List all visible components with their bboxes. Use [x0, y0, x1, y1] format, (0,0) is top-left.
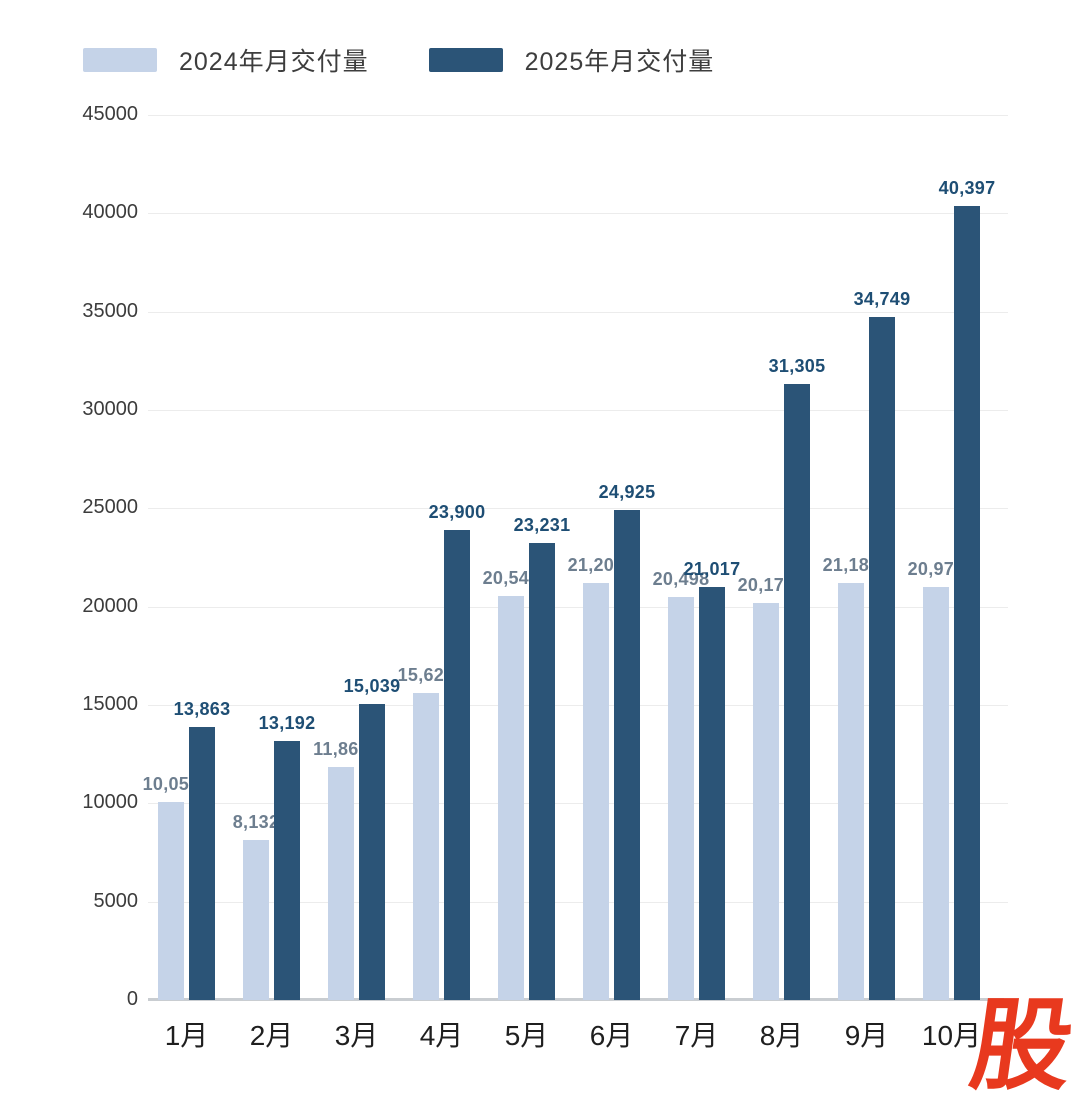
y-axis-tick-label-5000: 5000 — [93, 889, 139, 912]
bar-value-label-2025-6月: 24,925 — [598, 481, 656, 502]
bar-2025-5月 — [529, 543, 555, 1000]
bar-2025-1月 — [189, 727, 215, 1000]
bar-2024-10月 — [923, 587, 949, 1000]
x-axis-label-8月: 8月 — [759, 1020, 804, 1051]
legend: 2024年月交付量 2025年月交付量 — [83, 42, 714, 78]
bar-value-label-2025-8月: 31,305 — [768, 356, 826, 377]
bar-value-label-2025-1月: 13,863 — [173, 699, 231, 720]
x-axis-line — [148, 998, 1004, 1001]
gridline-45000 — [148, 115, 1008, 116]
legend-label-2024: 2024年月交付量 — [179, 48, 369, 76]
plot-area: 10,055 13,863 8,132 13,192 11,866 15,039 15,62… — [143, 115, 1008, 1001]
x-axis-label-3月: 3月 — [334, 1020, 379, 1051]
bar-2025-3月 — [359, 704, 385, 1000]
x-axis-label-5月: 5月 — [504, 1020, 549, 1051]
bar-value-label-2025-4月: 23,900 — [428, 501, 486, 522]
watermark-logo: 股 — [964, 990, 1080, 1102]
legend-item-2024: 2024年月交付量 — [83, 42, 369, 78]
x-axis-label-2月: 2月 — [249, 1020, 294, 1051]
bar-2025-7月 — [699, 586, 725, 1000]
bar-2025-10月 — [954, 205, 980, 1000]
bar-value-label-2025-5月: 23,231 — [513, 515, 571, 536]
bar-value-label-2024-1月: 10,055 — [142, 774, 200, 795]
x-axis-label-9月: 9月 — [844, 1020, 889, 1051]
bar-2024-2月 — [243, 840, 269, 1000]
bar-value-label-2025-9月: 34,749 — [853, 288, 911, 309]
y-axis-tick-label-35000: 35000 — [82, 299, 138, 322]
y-axis-tick-label-0: 0 — [126, 988, 138, 1010]
bar-value-label-2024-2月: 8,132 — [232, 812, 280, 833]
x-axis-label-7月: 7月 — [674, 1020, 719, 1051]
bar-value-label-2025-2月: 13,192 — [258, 712, 316, 733]
bar-value-label-2025-10月: 40,397 — [938, 177, 996, 198]
legend-label-2025: 2025年月交付量 — [524, 48, 715, 76]
bar-2024-3月 — [328, 766, 354, 1000]
gridline-20000 — [148, 606, 1008, 608]
y-axis-tick-label-30000: 30000 — [82, 398, 138, 420]
bar-value-label-2024-8月: 20,176 — [737, 575, 795, 596]
legend-swatch-2025 — [428, 48, 503, 72]
y-axis-tick-label-45000: 45000 — [82, 103, 138, 125]
gridline-15000 — [148, 705, 1008, 706]
gridline-30000 — [148, 410, 1008, 411]
x-axis-label-10月: 10月 — [921, 1020, 982, 1051]
bar-2024-9月 — [838, 583, 864, 1000]
x-axis-label-4月: 4月 — [419, 1020, 464, 1051]
bar-2024-1月 — [158, 802, 184, 1000]
bar-2024-5月 — [498, 595, 524, 1000]
bar-value-label-2024-10月: 20,976 — [907, 559, 965, 580]
y-axis-tick-label-25000: 25000 — [82, 496, 138, 519]
gridline-25000 — [148, 508, 1008, 510]
bar-2024-6月 — [583, 582, 609, 1000]
gridline-10000 — [148, 803, 1008, 805]
bar-value-label-2024-5月: 20,544 — [482, 567, 540, 588]
bar-2024-4月 — [413, 692, 439, 1000]
x-axis-label-6月: 6月 — [589, 1020, 634, 1051]
bar-value-label-2025-3月: 15,039 — [343, 676, 401, 697]
bar-2024-7月 — [668, 596, 694, 1000]
y-axis-tick-label-20000: 20000 — [82, 594, 138, 617]
bar-2025-6月 — [614, 509, 640, 1000]
bar-2025-9月 — [869, 316, 895, 1000]
bar-value-label-2024-4月: 15,620 — [397, 664, 455, 685]
bar-value-label-2024-9月: 21,181 — [822, 555, 880, 576]
bar-value-label-2024-6月: 21,209 — [567, 554, 625, 575]
bar-2025-4月 — [444, 529, 470, 1000]
x-axis-label-1月: 1月 — [164, 1020, 209, 1051]
gridline-5000 — [148, 901, 1008, 903]
gridline-40000 — [148, 213, 1008, 215]
gridline-35000 — [148, 311, 1008, 313]
y-axis-tick-label-10000: 10000 — [82, 791, 138, 814]
y-axis-tick-label-40000: 40000 — [82, 201, 138, 224]
bar-2025-8月 — [784, 384, 810, 1000]
y-axis-tick-label-15000: 15000 — [82, 693, 138, 715]
bar-value-label-2024-3月: 11,866 — [313, 738, 369, 759]
legend-swatch-2024 — [83, 48, 157, 72]
bar-value-label-2024-7月: 20,498 — [652, 568, 710, 589]
bar-2024-8月 — [753, 603, 779, 1000]
legend-item-2025: 2025年月交付量 — [428, 42, 715, 78]
bar-value-label-2025-7月: 21,017 — [683, 558, 741, 579]
bar-2025-2月 — [274, 740, 300, 1000]
